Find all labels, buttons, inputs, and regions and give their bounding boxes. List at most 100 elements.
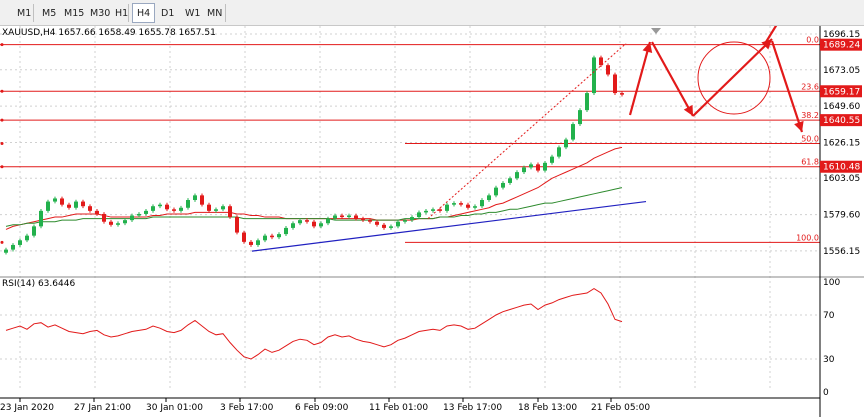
candle-body <box>18 240 22 245</box>
candle-body <box>536 164 540 171</box>
fib-level-marker <box>0 141 4 145</box>
trend-line-dashed <box>427 43 627 219</box>
time-axis-label: 23 Jan 2020 <box>0 403 54 413</box>
candle-body <box>165 204 169 210</box>
highlight-circle <box>697 41 771 115</box>
candle-body <box>354 215 358 219</box>
candle-body <box>242 232 246 242</box>
candle-body <box>249 241 253 245</box>
axes: 1696.15 1673.05 1649.60 1626.15 1603.05 1579.… <box>0 26 862 417</box>
candle-body <box>298 220 302 224</box>
candle-body <box>403 220 407 222</box>
candle-body <box>424 210 428 213</box>
candle-body <box>53 198 57 202</box>
candle-body <box>571 124 575 140</box>
timeframe-button-h1[interactable]: H1 <box>115 8 129 19</box>
price-axis-label: 1673.05 <box>823 66 860 76</box>
price-axis-label: 1556.15 <box>823 247 860 257</box>
timeframe-button-m15[interactable]: M15 <box>64 8 85 19</box>
candle-body <box>158 204 162 207</box>
candle-body <box>410 217 414 221</box>
candle-body <box>116 223 120 225</box>
fib-level-marker <box>0 118 4 122</box>
candle-body <box>172 209 176 211</box>
forecast-arrow-up-1 <box>628 41 652 116</box>
price-tag <box>820 160 862 173</box>
fib-level-marker <box>0 43 4 47</box>
fib-level-label: 0.0 <box>806 36 819 45</box>
candle-body <box>277 234 281 238</box>
rsi-axis-label: 70 <box>823 311 835 321</box>
fib-level-label: 100.0 <box>796 233 819 242</box>
candle-body <box>417 212 421 218</box>
rsi-axis-label: 100 <box>823 278 840 288</box>
candle-body <box>375 221 379 225</box>
candle-body <box>368 220 372 222</box>
candle-body <box>221 206 225 210</box>
candle-body <box>305 220 309 222</box>
timeframe-button-mn[interactable]: MN <box>207 8 223 19</box>
price-tag <box>820 85 862 98</box>
candle-body <box>501 182 505 188</box>
candle-body <box>613 74 617 94</box>
candle-body <box>228 206 232 218</box>
candle-body <box>473 206 477 208</box>
fibonacci-retracement: 0.0 23.6 38.2 50.0 61.8 100.0 <box>0 36 820 244</box>
price-tag-label: 1610.48 <box>823 163 860 173</box>
candle-body <box>130 215 134 221</box>
timeframe-button-m30[interactable]: M30 <box>90 8 111 19</box>
forecast-arrow-down-2-head <box>794 120 804 132</box>
candle-body <box>396 221 400 227</box>
candle-body <box>382 224 386 228</box>
candle-body <box>466 204 470 208</box>
timeframe-button-m5[interactable]: M5 <box>42 8 57 19</box>
candle-body <box>515 172 519 179</box>
price-tag-label: 1659.17 <box>823 87 860 97</box>
chart-shift-marker <box>651 28 661 34</box>
timeframe-button-d1[interactable]: D1 <box>161 8 175 19</box>
rsi-line <box>5 288 623 360</box>
rsi-header: RSI(14) 63.6446 <box>2 279 75 289</box>
rsi-panel <box>0 276 864 360</box>
candle-body <box>452 203 456 205</box>
candle-body <box>522 167 526 173</box>
candle-body <box>550 156 554 163</box>
timeframe-button-m1[interactable]: M1 <box>17 8 32 19</box>
candle-body <box>592 57 596 94</box>
candle-body <box>46 201 50 211</box>
candle-body <box>326 218 330 224</box>
forecast-arrow-up-2-head <box>761 39 772 50</box>
candle-body <box>32 226 36 236</box>
candle-body <box>151 206 155 211</box>
candle-body <box>81 201 85 207</box>
fib-level-marker <box>0 240 4 244</box>
forecast-arrow-down-1 <box>651 41 694 117</box>
candle-body <box>333 215 337 219</box>
forecast-arrow-up-1-head <box>642 42 653 53</box>
price-tag <box>820 114 862 127</box>
fib-level-marker <box>0 89 4 93</box>
candlesticks <box>4 55 624 255</box>
price-tag-label: 1640.55 <box>823 116 860 126</box>
price-axis-label: 1696.15 <box>823 30 860 40</box>
ma-mid-line <box>5 187 623 227</box>
candle-body <box>529 164 533 168</box>
price-tag <box>820 38 862 51</box>
price-axis-label: 1649.60 <box>823 102 860 112</box>
time-axis-label: 27 Jan 21:00 <box>74 403 131 413</box>
candle-body <box>95 210 99 214</box>
candle-body <box>144 210 148 214</box>
candle-body <box>578 110 582 125</box>
time-axis-label: 11 Feb 01:00 <box>369 403 428 413</box>
candle-body <box>347 215 351 218</box>
timeframe-button-w1[interactable]: W1 <box>185 8 201 19</box>
candle-body <box>564 139 568 148</box>
rsi-axis-label: 0 <box>823 388 829 398</box>
time-axis-label: 6 Feb 09:00 <box>295 403 349 413</box>
candle-body <box>431 209 435 211</box>
candle-body <box>137 213 141 216</box>
timeframe-button-h4[interactable]: H4 <box>132 3 156 23</box>
candle-body <box>67 204 71 208</box>
candle-body <box>361 218 365 221</box>
